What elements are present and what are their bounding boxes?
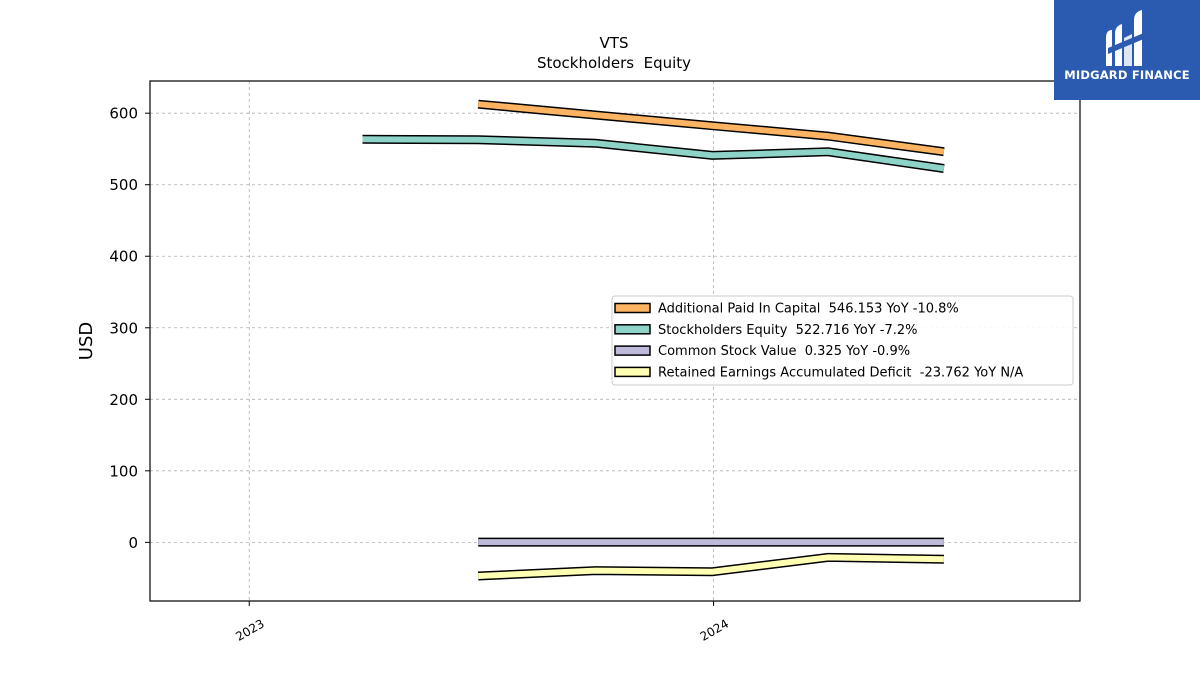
- legend-entry-label: Common Stock Value 0.325 YoY -0.9%: [658, 344, 910, 359]
- series-line: [478, 554, 944, 579]
- legend: Additional Paid In Capital 546.153 YoY -…: [611, 295, 1074, 386]
- x-tick-label: 2024: [698, 616, 731, 643]
- chart-subtitle: Stockholders Equity: [537, 54, 691, 72]
- y-tick-label: 200: [109, 391, 138, 409]
- legend-swatch: [614, 366, 651, 378]
- brand-logo: MIDGARD FINANCE: [1054, 0, 1200, 100]
- y-tick-label: 400: [109, 248, 138, 266]
- series-line: [362, 136, 945, 172]
- x-tick-label: 2023: [233, 616, 266, 643]
- y-tick-label: 100: [109, 462, 138, 480]
- legend-swatch: [614, 345, 651, 356]
- x-axis: 2023 2024: [233, 601, 731, 644]
- chart-title: VTS: [600, 34, 629, 52]
- legend-box: [611, 295, 1074, 386]
- y-axis: 0 100 200 300 400 500 600: [109, 105, 150, 552]
- y-axis-label: USD: [76, 322, 97, 360]
- y-tick-label: 600: [109, 105, 138, 123]
- y-tick-label: 500: [109, 176, 138, 194]
- y-tick-label: 0: [128, 534, 138, 552]
- legend-entry-label: Additional Paid In Capital 546.153 YoY -…: [658, 302, 959, 317]
- brand-logo-text: MIDGARD FINANCE: [1064, 68, 1190, 82]
- y-tick-label: 300: [109, 319, 138, 337]
- legend-swatch: [614, 302, 651, 314]
- plot-frame: [149, 80, 1081, 602]
- legend-entry-label: Retained Earnings Accumulated Deficit -2…: [658, 365, 1023, 380]
- series-line: [477, 101, 945, 155]
- legend-entry-label: Stockholders Equity 522.716 YoY -7.2%: [658, 323, 918, 338]
- midgard-logo-icon: [1106, 10, 1146, 66]
- series-lines: [362, 99, 945, 581]
- legend-swatch: [614, 324, 651, 335]
